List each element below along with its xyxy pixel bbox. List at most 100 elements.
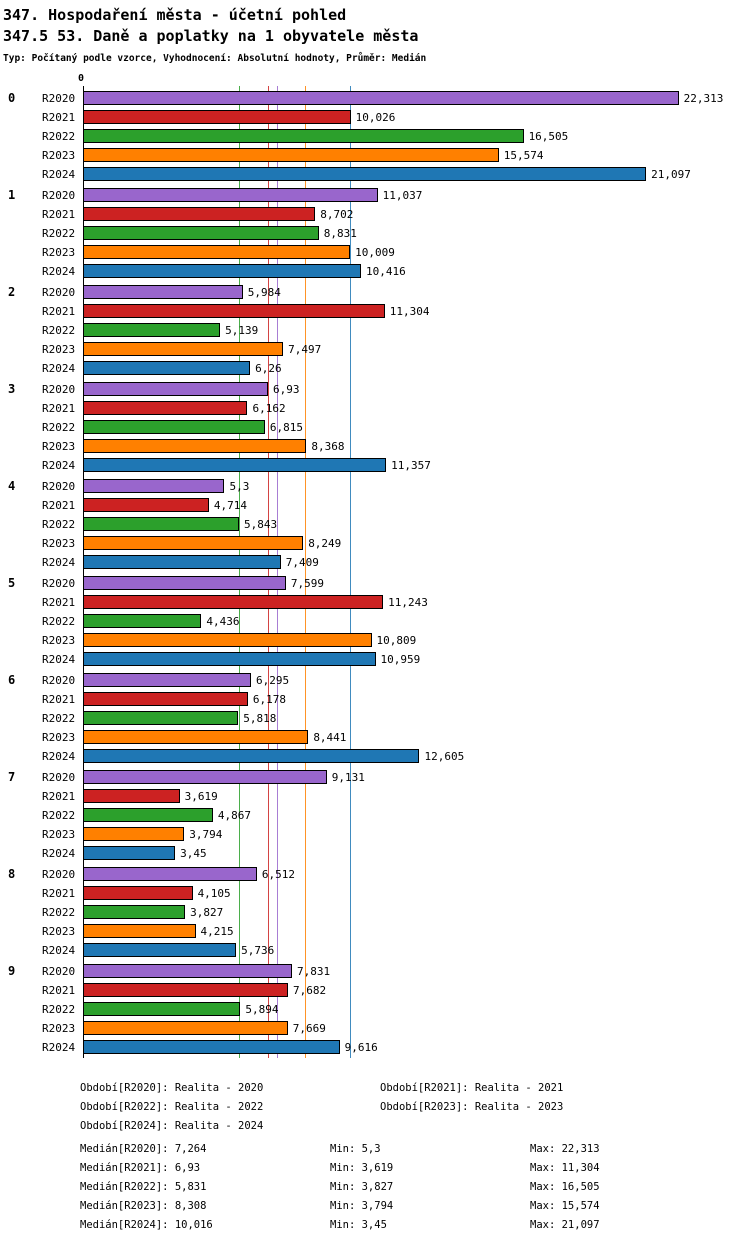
- legend-stat: Max: 21,097: [530, 1219, 600, 1231]
- group-label: 7: [8, 770, 16, 784]
- bar-row: R2021 6,162: [0, 399, 750, 418]
- series-label: R2023: [42, 925, 76, 938]
- bar-row: 5 R2020 7,599: [0, 574, 750, 593]
- bar-value-label: 8,368: [311, 440, 345, 453]
- legend-stat: Medián[R2024]: 10,016: [80, 1219, 213, 1231]
- bar: [83, 304, 385, 318]
- median-line-R2021: [267, 86, 269, 1058]
- bar: [83, 382, 268, 396]
- series-label: R2023: [42, 634, 76, 647]
- series-label: R2020: [42, 480, 76, 493]
- median-line-R2020: [276, 86, 278, 1058]
- series-label: R2021: [42, 111, 76, 124]
- bar: [83, 711, 239, 725]
- bar: [83, 323, 221, 337]
- legend-stats: Medián[R2020]: 7,264 Min: 5,3 Max: 22,313 M…: [80, 1140, 750, 1235]
- legend: Období[R2020]: Realita - 2020 Období[R202…: [80, 1079, 750, 1235]
- series-label: R2020: [42, 674, 76, 687]
- series-label: R2024: [42, 1041, 76, 1054]
- series-label: R2021: [42, 596, 76, 609]
- bar-row: 3 R2020 6,93: [0, 380, 750, 399]
- bar-row: R2024 6,26: [0, 359, 750, 378]
- bar-row: R2023 15,574: [0, 146, 750, 165]
- bar-row: R2022 16,505: [0, 127, 750, 146]
- series-label: R2024: [42, 168, 76, 181]
- bar-value-label: 6,162: [252, 402, 286, 415]
- bar-value-label: 4,714: [213, 499, 247, 512]
- bar: [83, 245, 351, 259]
- group-label: 6: [8, 673, 16, 687]
- legend-stat: Medián[R2023]: 8,308: [80, 1200, 207, 1212]
- bar-value-label: 5,818: [243, 712, 277, 725]
- bar-value-label: 3,619: [184, 790, 218, 803]
- bar-value-label: 7,497: [288, 343, 322, 356]
- bar-value-label: 22,313: [683, 92, 724, 105]
- series-label: R2021: [42, 305, 76, 318]
- bar-value-label: 21,097: [651, 168, 691, 181]
- bar-value-label: 8,441: [313, 731, 347, 744]
- legend-stat: Medián[R2021]: 6,93: [80, 1162, 201, 1174]
- bar-row: R2023 8,368: [0, 437, 750, 456]
- group-label: 4: [8, 479, 16, 493]
- bar-row: R2021 8,702: [0, 205, 750, 224]
- bar: [83, 827, 185, 841]
- bar-value-label: 4,105: [197, 887, 231, 900]
- bar-value-label: 5,984: [247, 286, 281, 299]
- bar-row: R2021 4,714: [0, 496, 750, 515]
- series-label: R2023: [42, 246, 76, 259]
- series-label: R2023: [42, 1022, 76, 1035]
- bar: [83, 846, 176, 860]
- bar: [83, 91, 679, 105]
- bar: [83, 943, 237, 957]
- chart-meta: Typ: Počítaný podle vzorce, Vyhodnocení:…: [3, 53, 427, 64]
- bar: [83, 264, 362, 278]
- bar-value-label: 7,682: [293, 984, 327, 997]
- group-label: 1: [8, 188, 16, 202]
- legend-period: Období[R2021]: Realita - 2021: [380, 1082, 564, 1094]
- bar: [83, 226, 319, 240]
- bar-value-label: 8,249: [308, 537, 342, 550]
- bar-value-label: 6,512: [261, 868, 295, 881]
- bar-row: R2022 4,867: [0, 806, 750, 825]
- bar-value-label: 11,304: [389, 305, 430, 318]
- legend-period: Období[R2022]: Realita - 2022: [80, 1101, 264, 1113]
- bar-row: R2024 10,416: [0, 262, 750, 281]
- bar-row: R2023 7,497: [0, 340, 750, 359]
- legend-stat: Max: 16,505: [530, 1181, 600, 1193]
- bar: [83, 652, 376, 666]
- bar-row: R2024 12,605: [0, 747, 750, 766]
- series-label: R2020: [42, 189, 76, 202]
- bar: [83, 924, 196, 938]
- bar-row: R2021 3,619: [0, 787, 750, 806]
- bar-value-label: 5,139: [225, 324, 259, 337]
- bar-value-label: 8,702: [320, 208, 354, 221]
- bar: [83, 207, 316, 221]
- bar: [83, 964, 293, 978]
- bar: [83, 167, 647, 181]
- bar: [83, 479, 225, 493]
- bar-value-label: 4,436: [206, 615, 240, 628]
- median-line-R2024: [350, 86, 352, 1058]
- group-label: 5: [8, 576, 16, 590]
- bar-row: R2024 7,409: [0, 553, 750, 572]
- series-label: R2021: [42, 499, 76, 512]
- bar-row: R2023 4,215: [0, 922, 750, 941]
- bar-row: R2024 10,959: [0, 650, 750, 669]
- bar: [83, 285, 243, 299]
- bar-row: R2022 8,831: [0, 224, 750, 243]
- bar-value-label: 6,26: [255, 362, 282, 375]
- legend-period: Období[R2023]: Realita - 2023: [380, 1101, 564, 1113]
- bar: [83, 633, 372, 647]
- legend-stat: Medián[R2020]: 7,264: [80, 1143, 207, 1155]
- bar: [83, 439, 307, 453]
- bar: [83, 498, 209, 512]
- bar-value-label: 7,831: [297, 965, 331, 978]
- bar-value-label: 6,178: [252, 693, 287, 706]
- bar-value-label: 6,815: [269, 421, 304, 434]
- bar-row: 1 R2020 11,037: [0, 186, 750, 205]
- series-label: R2021: [42, 984, 76, 997]
- bar-row: 6 R2020 6,295: [0, 671, 750, 690]
- group-label: 2: [8, 285, 16, 299]
- bar: [83, 420, 265, 434]
- bar: [83, 614, 202, 628]
